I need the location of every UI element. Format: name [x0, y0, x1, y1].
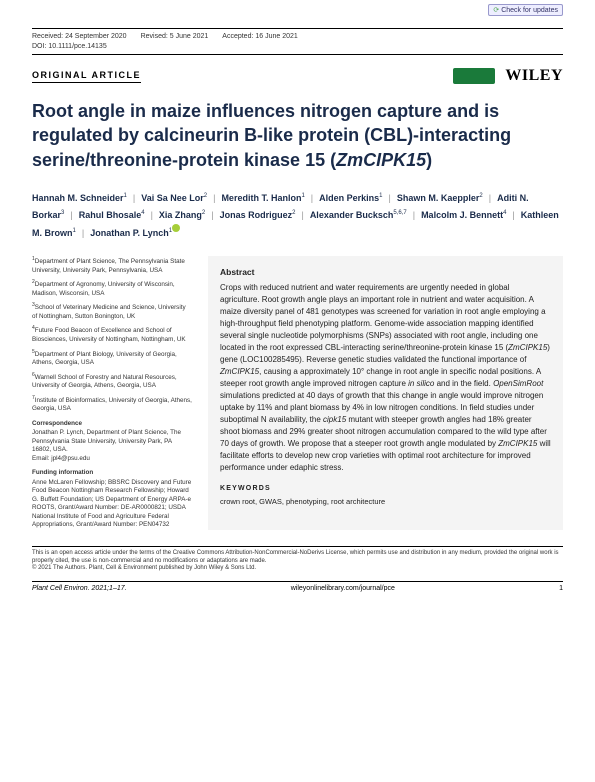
author: Rahul Bhosale4 — [79, 210, 145, 220]
revised-date: Revised: 5 June 2021 — [141, 33, 209, 40]
accepted-date: Accepted: 16 June 2021 — [222, 33, 298, 40]
article-title: Root angle in maize influences nitrogen … — [32, 99, 563, 172]
funding-head: Funding information — [32, 469, 192, 478]
author: Jonas Rodriguez2 — [220, 210, 296, 220]
publisher-logo: WILEY — [505, 67, 563, 85]
author: Jonathan P. Lynch1 — [90, 228, 180, 238]
author: Vai Sa Nee Lor2 — [141, 193, 207, 203]
orcid-icon — [172, 224, 180, 232]
affiliation: 3School of Veterinary Medicine and Scien… — [32, 302, 192, 321]
author: Meredith T. Hanlon1 — [221, 193, 304, 203]
received-date: Received: 24 September 2020 — [32, 33, 127, 40]
keywords: crown root, GWAS, phenotyping, root arch… — [220, 496, 551, 507]
affiliation: 6Warnell School of Forestry and Natural … — [32, 372, 192, 391]
correspondence-body: Jonathan P. Lynch, Department of Plant S… — [32, 429, 192, 455]
abstract-box: Abstract Crops with reduced nutrient and… — [208, 256, 563, 530]
author: Alexander Bucksch5,6,7 — [310, 210, 407, 220]
author: Alden Perkins1 — [319, 193, 382, 203]
access-badge — [453, 68, 495, 84]
affiliation: 5Department of Plant Biology, University… — [32, 349, 192, 368]
license-text: This is an open access article under the… — [32, 550, 563, 566]
correspondence-head: Correspondence — [32, 420, 192, 429]
author: Xia Zhang2 — [159, 210, 205, 220]
affiliation: 4Future Food Beacon of Excellence and Sc… — [32, 325, 192, 344]
check-updates-badge[interactable]: Check for updates — [488, 4, 563, 16]
copyright-text: © 2021 The Authors. Plant, Cell & Enviro… — [32, 565, 563, 573]
affiliation: 1Department of Plant Science, The Pennsy… — [32, 256, 192, 275]
page-number: 1 — [559, 585, 563, 592]
keywords-head: KEYWORDS — [220, 484, 551, 495]
article-type: ORIGINAL ARTICLE — [32, 70, 141, 83]
affiliation: 2Department of Agronomy, University of W… — [32, 279, 192, 298]
abstract-text: Crops with reduced nutrient and water re… — [220, 282, 551, 474]
article-dates: Received: 24 September 2020 Revised: 5 J… — [32, 28, 563, 40]
author: Malcolm J. Bennett4 — [421, 210, 506, 220]
license-block: This is an open access article under the… — [32, 546, 563, 573]
abstract-head: Abstract — [220, 266, 551, 279]
correspondence-email: Email: jpl4@psu.edu — [32, 455, 192, 464]
journal-citation: Plant Cell Environ. 2021;1–17. — [32, 585, 127, 592]
author: Shawn M. Kaeppler2 — [397, 193, 483, 203]
author: Hannah M. Schneider1 — [32, 193, 127, 203]
affiliations-sidebar: 1Department of Plant Science, The Pennsy… — [32, 256, 192, 530]
affiliation: 7Institute of Bioinformatics, University… — [32, 395, 192, 414]
page-footer: Plant Cell Environ. 2021;1–17. wileyonli… — [32, 581, 563, 592]
doi: DOI: 10.1111/pce.14135 — [32, 43, 563, 55]
author-list: Hannah M. Schneider1|Vai Sa Nee Lor2|Mer… — [32, 190, 563, 242]
journal-url: wileyonlinelibrary.com/journal/pce — [291, 585, 395, 592]
funding-body: Anne McLaren Fellowship; BBSRC Discovery… — [32, 479, 192, 530]
